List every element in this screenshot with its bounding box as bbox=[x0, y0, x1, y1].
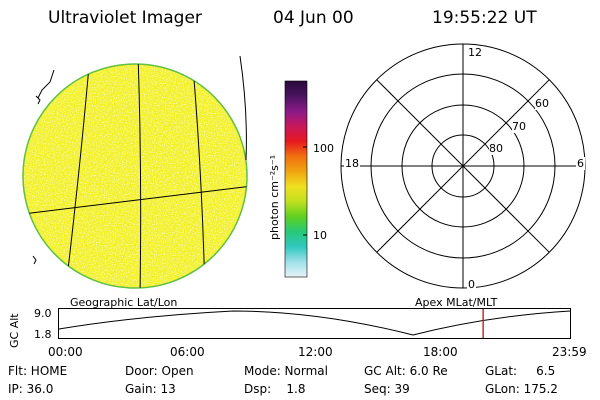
status-seq: Seq: 39 bbox=[364, 382, 410, 396]
altitude-curve bbox=[58, 310, 571, 336]
altitude-timeline bbox=[58, 308, 571, 339]
mlt-label-6: 6 bbox=[576, 157, 585, 170]
timeline-frame bbox=[58, 308, 571, 339]
instrument-title: Ultraviolet Imager bbox=[48, 8, 202, 28]
colorbar-tick-10: 10 bbox=[313, 229, 327, 242]
timeline-ymax: 9.0 bbox=[34, 307, 52, 320]
timeline-tick-2359: 23:59 bbox=[552, 345, 587, 359]
date-label: 04 Jun 00 bbox=[273, 8, 354, 28]
status-glon: GLon: 175.2 bbox=[485, 382, 558, 396]
status-gc-alt: GC Alt: 6.0 Re bbox=[364, 364, 448, 378]
coastline-fragments bbox=[32, 55, 247, 265]
geographic-image-panel bbox=[22, 55, 248, 289]
status-mode: Mode: Normal bbox=[244, 364, 328, 378]
timeline-tick-0000: 00:00 bbox=[48, 345, 83, 359]
diagonal-axis-2 bbox=[376, 79, 550, 253]
timeline-ylabel: GC Alt bbox=[8, 313, 21, 348]
status-ip: IP: 36.0 bbox=[8, 382, 54, 396]
disk-limb bbox=[22, 63, 248, 289]
lat-lon-grid bbox=[23, 64, 247, 288]
geographic-panel-label: Geographic Lat/Lon bbox=[70, 296, 178, 309]
mlt-label-0: 0 bbox=[467, 278, 476, 291]
timeline-tick-1200: 12:00 bbox=[298, 345, 333, 359]
status-flt: Flt: HOME bbox=[8, 364, 68, 378]
colorbar-label: photon cm⁻²s⁻¹ bbox=[268, 155, 281, 240]
mlat-label-80: 80 bbox=[489, 142, 503, 155]
colorbar-tick-100: 100 bbox=[313, 142, 334, 155]
timeline-tick-1800: 18:00 bbox=[423, 345, 458, 359]
status-gain: Gain: 13 bbox=[125, 382, 176, 396]
colorbar: photon cm⁻²s⁻¹ bbox=[268, 80, 308, 278]
mlat-label-60: 60 bbox=[535, 97, 549, 110]
polar-mlt-plot bbox=[340, 43, 586, 289]
colorbar-scale bbox=[284, 80, 308, 278]
timeline-tick-0600: 06:00 bbox=[170, 345, 205, 359]
timeline-ymin: 1.8 bbox=[34, 328, 52, 341]
status-door: Door: Open bbox=[125, 364, 194, 378]
status-glat: GLat: 6.5 bbox=[485, 364, 556, 378]
apex-panel-label: Apex MLat/MLT bbox=[415, 296, 498, 309]
time-label: 19:55:22 UT bbox=[432, 8, 537, 28]
mlt-label-12: 12 bbox=[467, 46, 483, 59]
mlat-label-70: 70 bbox=[512, 120, 526, 133]
status-dsp: Dsp: 1.8 bbox=[244, 382, 306, 396]
mlt-label-18: 18 bbox=[344, 157, 360, 170]
